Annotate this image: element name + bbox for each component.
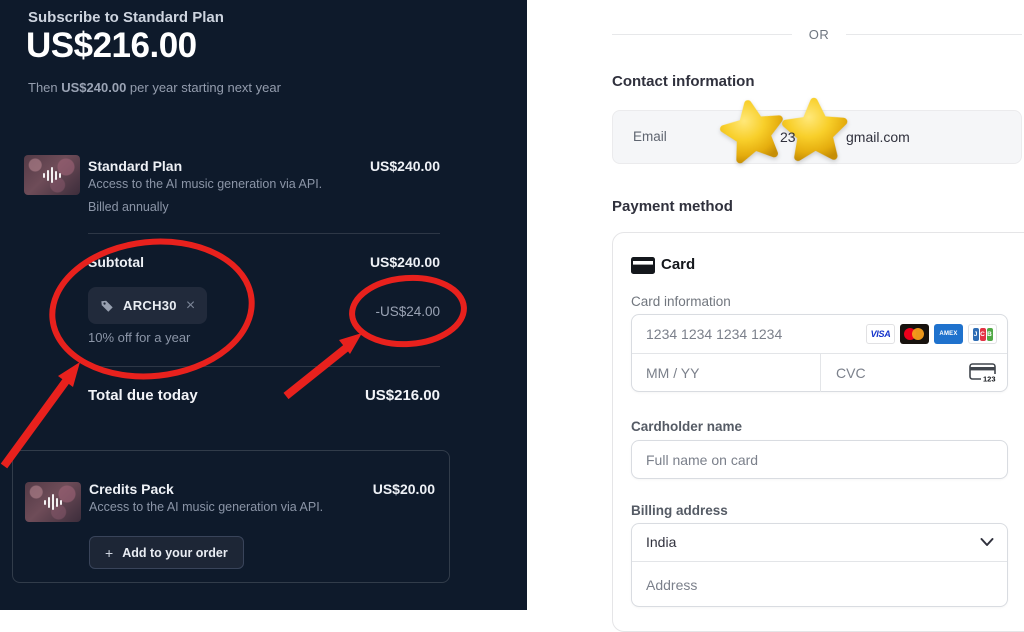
amount-due-today: US$216.00	[26, 26, 197, 65]
email-label: Email	[633, 129, 667, 144]
billing-address-label: Billing address	[631, 503, 728, 518]
upsell-thumbnail	[25, 482, 81, 522]
coupon-chip: ARCH30 ×	[88, 287, 208, 324]
total-due-label: Total due today	[88, 387, 198, 404]
amex-icon: AMEX	[934, 324, 963, 344]
address-field	[632, 562, 1007, 607]
order-summary-panel: Subscribe to Standard Plan US$216.00 The…	[0, 0, 527, 610]
card-information-group: VISA AMEX J C B 123	[631, 314, 1008, 392]
recurring-note: Then US$240.00 per year starting next ye…	[28, 80, 281, 95]
divider	[820, 354, 821, 392]
card-number-input[interactable]	[632, 315, 860, 353]
mastercard-icon	[900, 324, 929, 344]
waveform-icon	[44, 494, 62, 510]
waveform-icon	[43, 167, 61, 183]
or-divider-label: OR	[808, 27, 830, 42]
card-method-label[interactable]: Card	[661, 256, 696, 273]
email-value-fragment: 23	[780, 129, 796, 145]
plan-price: US$240.00	[369, 158, 440, 174]
cvc-card-icon: 123	[969, 363, 996, 383]
plan-name: Standard Plan	[88, 158, 183, 174]
plan-thumbnail	[24, 155, 80, 195]
coupon-code: ARCH30	[123, 298, 177, 313]
email-value-fragment: gmail.com	[846, 129, 910, 145]
subtotal-label: Subtotal	[88, 254, 144, 270]
billing-address-group: India	[631, 523, 1008, 607]
cardholder-name-field	[631, 440, 1008, 479]
address-input[interactable]	[632, 562, 1007, 607]
card-brand-icons: VISA AMEX J C B	[866, 324, 997, 344]
cvc-input[interactable]	[822, 354, 962, 392]
coupon-description: 10% off for a year	[88, 330, 191, 345]
expiry-input[interactable]	[632, 354, 817, 392]
jcb-icon: J C B	[968, 324, 997, 344]
subscribe-title: Subscribe to Standard Plan	[28, 9, 224, 26]
total-due-value: US$216.00	[364, 387, 440, 404]
add-to-order-label: Add to your order	[122, 545, 228, 560]
contact-information-heading: Contact information	[612, 73, 755, 90]
cardholder-name-label: Cardholder name	[631, 419, 743, 434]
upsell-price: US$20.00	[372, 481, 435, 497]
plus-icon: +	[105, 544, 114, 561]
card-number-row: VISA AMEX J C B	[632, 315, 1007, 354]
credit-card-icon	[631, 257, 655, 274]
country-select[interactable]: India	[632, 524, 1007, 562]
divider	[846, 34, 1022, 35]
divider	[88, 366, 440, 367]
upsell-description: Access to the AI music generation via AP…	[89, 500, 324, 514]
payment-method-panel: Card Card information VISA AMEX J C B	[612, 232, 1024, 632]
svg-text:123: 123	[983, 375, 996, 384]
expiry-cvc-row: 123	[632, 354, 1007, 392]
plan-description: Access to the AI music generation via AP…	[88, 177, 323, 191]
plan-billing-cycle: Billed annually	[88, 200, 169, 214]
subtotal-value: US$240.00	[369, 254, 440, 270]
payment-method-heading: Payment method	[612, 198, 733, 215]
chevron-down-icon	[980, 538, 994, 546]
upsell-name: Credits Pack	[89, 481, 174, 497]
upsell-card: Credits Pack US$20.00 Access to the AI m…	[12, 450, 450, 583]
star-sticker-icon	[782, 97, 848, 162]
coupon-discount-value: -US$24.00	[375, 304, 440, 319]
divider	[612, 34, 792, 35]
card-information-label: Card information	[631, 294, 731, 309]
cardholder-name-input[interactable]	[632, 441, 1007, 478]
divider	[88, 233, 440, 234]
remove-coupon-icon[interactable]: ×	[185, 296, 196, 314]
visa-icon: VISA	[866, 324, 895, 344]
star-sticker-icon	[720, 100, 783, 164]
add-to-order-button[interactable]: + Add to your order	[89, 536, 244, 569]
tag-icon	[101, 300, 113, 312]
country-selected-value: India	[646, 534, 677, 550]
